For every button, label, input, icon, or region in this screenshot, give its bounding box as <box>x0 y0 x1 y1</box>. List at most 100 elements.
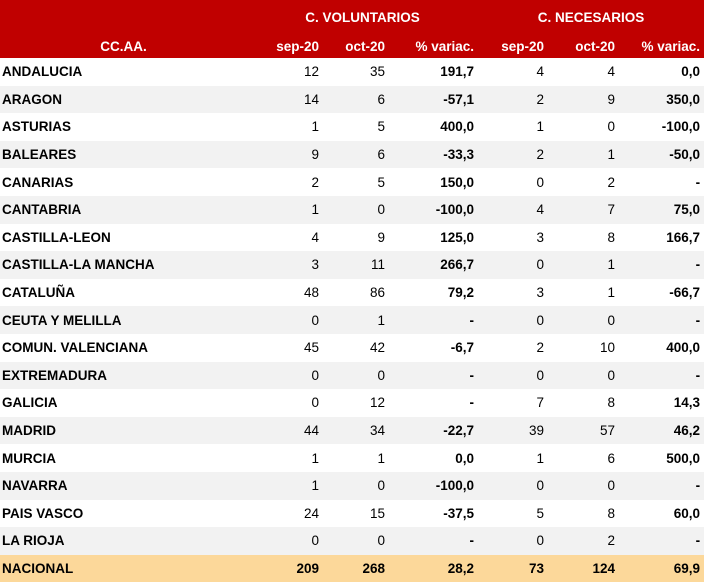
cell-n-oct: 2 <box>548 168 620 196</box>
cell-region: COMUN. VALENCIANA <box>0 333 247 362</box>
cell-v-var: - <box>389 527 479 555</box>
cell-n-var: -100,0 <box>619 113 704 141</box>
cell-v-sep: 0 <box>247 527 323 555</box>
cell-v-var: - <box>389 389 479 417</box>
cell-v-oct: 268 <box>323 554 389 583</box>
cell-v-oct: 34 <box>323 416 389 445</box>
cell-region: BALEARES <box>0 140 247 169</box>
cell-v-sep: 0 <box>247 389 323 417</box>
cell-n-sep: 39 <box>478 416 549 445</box>
cell-v-sep: 14 <box>247 85 323 114</box>
cell-n-var: -50,0 <box>619 140 704 169</box>
table-row: COMUN. VALENCIANA 45 42 -6,7 2 10 400,0 <box>0 333 704 362</box>
cell-n-sep: 4 <box>478 58 549 86</box>
table-row: BALEARES 9 6 -33,3 2 1 -50,0 <box>0 140 704 169</box>
header-row-groups: C. VOLUNTARIOS C. NECESARIOS <box>0 0 704 34</box>
cell-region: ARAGON <box>0 85 247 114</box>
cell-n-sep: 2 <box>478 85 549 114</box>
cell-v-var: -6,7 <box>389 333 479 362</box>
cell-v-var: 400,0 <box>389 113 479 141</box>
table-row: MURCIA 1 1 0,0 1 6 500,0 <box>0 444 704 472</box>
cell-n-oct: 4 <box>548 58 620 86</box>
cell-v-oct: 0 <box>323 195 389 224</box>
cell-n-oct: 6 <box>548 444 620 472</box>
cell-v-var: 28,2 <box>389 554 479 583</box>
table-row: LA RIOJA 0 0-0 2- <box>0 527 704 555</box>
cell-region: CEUTA Y MELILLA <box>0 306 247 334</box>
cell-v-sep: 12 <box>247 58 323 86</box>
cell-n-sep: 0 <box>478 471 549 500</box>
cell-n-oct: 1 <box>548 251 620 279</box>
cell-region: ASTURIAS <box>0 113 247 141</box>
header-group-voluntarios: C. VOLUNTARIOS <box>247 0 479 34</box>
cell-v-oct: 0 <box>323 527 389 555</box>
cell-v-sep: 1 <box>247 471 323 500</box>
cell-n-var: - <box>619 361 704 390</box>
table-row: CEUTA Y MELILLA 0 1-0 0- <box>0 306 704 334</box>
cell-v-sep: 44 <box>247 416 323 445</box>
cell-v-sep: 3 <box>247 251 323 279</box>
cell-n-var: 14,3 <box>619 389 704 417</box>
cell-n-oct: 8 <box>548 499 620 528</box>
cell-n-oct: 9 <box>548 85 620 114</box>
cell-n-var: - <box>619 251 704 279</box>
cell-v-oct: 11 <box>323 251 389 279</box>
cell-v-sep: 1 <box>247 195 323 224</box>
cell-v-sep: 0 <box>247 361 323 390</box>
cell-n-oct: 0 <box>548 306 620 334</box>
cell-n-sep: 2 <box>478 140 549 169</box>
cell-n-sep: 0 <box>478 168 549 196</box>
cell-v-oct: 5 <box>323 168 389 196</box>
cell-n-sep: 1 <box>478 113 549 141</box>
cell-region: MADRID <box>0 416 247 445</box>
cell-v-oct: 6 <box>323 140 389 169</box>
cell-n-var: 69,9 <box>619 554 704 583</box>
cell-v-sep: 48 <box>247 278 323 307</box>
cell-v-oct: 1 <box>323 306 389 334</box>
cell-n-sep: 5 <box>478 499 549 528</box>
cell-v-var: 125,0 <box>389 223 479 252</box>
table-row: ARAGON 14 6 -57,1 2 9 350,0 <box>0 85 704 114</box>
cell-n-sep: 3 <box>478 278 549 307</box>
cell-v-var: -57,1 <box>389 85 479 114</box>
table-row: CATALUÑA 48 86 79,2 3 1 -66,7 <box>0 278 704 307</box>
cell-n-sep: 1 <box>478 444 549 472</box>
cell-n-var: 166,7 <box>619 223 704 252</box>
cell-n-var: - <box>619 471 704 500</box>
cell-region: LA RIOJA <box>0 527 247 555</box>
cell-v-sep: 0 <box>247 306 323 334</box>
table-row: NAVARRA 1 0 -100,0 0 0- <box>0 471 704 500</box>
cell-n-var: 60,0 <box>619 499 704 528</box>
cell-n-oct: 7 <box>548 195 620 224</box>
cell-v-var: -100,0 <box>389 195 479 224</box>
table-row: CANTABRIA 1 0 -100,0 4 7 75,0 <box>0 195 704 224</box>
table-row: EXTREMADURA 0 0-0 0- <box>0 361 704 390</box>
cell-v-var: 150,0 <box>389 168 479 196</box>
cell-n-oct: 0 <box>548 471 620 500</box>
cell-v-oct: 15 <box>323 499 389 528</box>
cell-region: CASTILLA-LEON <box>0 223 247 252</box>
header-row-columns: CC.AA. sep-20 oct-20 % variac. sep-20 oc… <box>0 34 704 58</box>
table-row: CASTILLA-LA MANCHA 3 11 266,7 0 1- <box>0 251 704 279</box>
cell-n-sep: 73 <box>478 554 549 583</box>
cell-n-sep: 0 <box>478 251 549 279</box>
cell-n-oct: 1 <box>548 140 620 169</box>
cell-v-oct: 0 <box>323 361 389 390</box>
header-n-sep: sep-20 <box>478 34 549 58</box>
cell-v-var: 0,0 <box>389 444 479 472</box>
cell-n-oct: 2 <box>548 527 620 555</box>
cell-n-oct: 8 <box>548 389 620 417</box>
cell-v-var: -33,3 <box>389 140 479 169</box>
cell-v-oct: 35 <box>323 58 389 86</box>
header-v-var: % variac. <box>389 34 479 58</box>
header-blank <box>0 0 247 34</box>
cell-n-oct: 0 <box>548 113 620 141</box>
table-row: CASTILLA-LEON 4 9 125,0 3 8 166,7 <box>0 223 704 252</box>
header-n-var: % variac. <box>619 34 704 58</box>
cell-v-var: - <box>389 306 479 334</box>
cell-n-var: -66,7 <box>619 278 704 307</box>
cell-region: PAIS VASCO <box>0 499 247 528</box>
cell-n-oct: 8 <box>548 223 620 252</box>
cell-v-var: -100,0 <box>389 471 479 500</box>
